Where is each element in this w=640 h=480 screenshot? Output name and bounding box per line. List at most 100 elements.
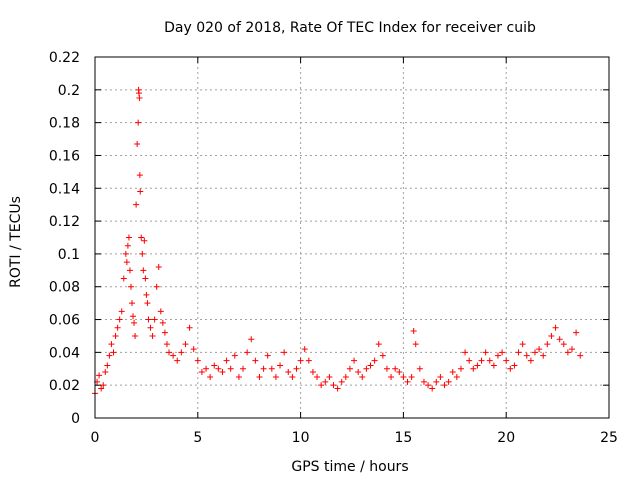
- data-point: [433, 378, 440, 385]
- data-point: [548, 332, 555, 339]
- data-point: [223, 357, 230, 364]
- data-point: [449, 369, 456, 376]
- data-point: [556, 336, 563, 343]
- x-axis-label: GPS time / hours: [291, 459, 408, 475]
- data-point: [123, 259, 130, 266]
- data-point: [367, 362, 374, 369]
- data-point: [129, 300, 136, 307]
- data-point: [359, 373, 366, 380]
- data-point: [142, 275, 149, 282]
- grid: [95, 57, 609, 418]
- data-point: [116, 316, 123, 323]
- data-point: [108, 341, 115, 348]
- y-axis-label: ROTI / TECUs: [8, 196, 24, 288]
- data-point: [544, 341, 551, 348]
- data-point: [126, 267, 133, 274]
- data-point: [149, 332, 156, 339]
- y-tick-label: 0: [71, 411, 80, 427]
- data-point: [453, 373, 460, 380]
- data-point: [342, 373, 349, 380]
- data-point: [281, 349, 288, 356]
- data-point: [110, 349, 117, 356]
- data-point: [131, 319, 138, 326]
- data-point: [272, 373, 279, 380]
- x-tick-label: 5: [193, 430, 202, 446]
- y-tick-label: 0.12: [49, 214, 80, 230]
- data-point: [482, 349, 489, 356]
- data-point: [564, 349, 571, 356]
- y-tick-label: 0.08: [49, 280, 80, 296]
- y-tick-label: 0.06: [49, 313, 80, 329]
- data-point: [388, 373, 395, 380]
- x-tick-label: 10: [292, 430, 310, 446]
- data-point: [240, 365, 247, 372]
- data-point: [486, 357, 493, 364]
- data-point: [573, 329, 580, 336]
- data-point: [143, 291, 150, 298]
- x-tick-label: 20: [497, 430, 515, 446]
- data-point: [383, 365, 390, 372]
- data-point: [531, 349, 538, 356]
- data-point: [140, 267, 147, 274]
- data-point: [186, 324, 193, 331]
- data-point: [301, 346, 308, 353]
- data-point: [134, 140, 141, 147]
- data-point: [392, 365, 399, 372]
- data-point: [194, 357, 201, 364]
- data-point: [104, 362, 111, 369]
- data-point: [252, 357, 259, 364]
- data-point: [227, 365, 234, 372]
- data-point: [198, 369, 205, 376]
- data-point: [462, 349, 469, 356]
- x-tick-label: 0: [91, 430, 100, 446]
- data-point: [248, 336, 255, 343]
- data-point: [163, 341, 170, 348]
- y-tick-label: 0.2: [58, 83, 80, 99]
- data-point: [260, 365, 267, 372]
- data-point: [122, 250, 129, 257]
- data-point: [371, 357, 378, 364]
- data-point: [379, 352, 386, 359]
- data-point: [536, 346, 543, 353]
- data-point: [96, 372, 103, 379]
- data-point: [334, 385, 341, 392]
- y-tick-label: 0.02: [49, 378, 80, 394]
- data-point: [351, 357, 358, 364]
- data-point: [133, 201, 140, 208]
- data-point: [466, 357, 473, 364]
- data-point: [552, 324, 559, 331]
- data-point: [318, 382, 325, 389]
- data-point: [412, 341, 419, 348]
- data-point: [355, 369, 362, 376]
- data-point: [396, 369, 403, 376]
- y-tick-label: 0.14: [49, 181, 80, 197]
- data-point: [346, 365, 353, 372]
- data-point: [363, 365, 370, 372]
- data-point: [326, 373, 333, 380]
- data-point: [219, 369, 226, 376]
- data-point: [118, 308, 125, 315]
- data-point: [203, 365, 210, 372]
- data-point: [527, 357, 534, 364]
- data-point: [338, 378, 345, 385]
- data-point: [499, 349, 506, 356]
- data-point: [408, 373, 415, 380]
- data-point: [277, 362, 284, 369]
- data-point: [445, 378, 452, 385]
- data-point: [132, 332, 139, 339]
- data-point: [322, 378, 329, 385]
- data-point: [147, 324, 154, 331]
- data-points: [92, 86, 584, 397]
- data-point: [207, 373, 214, 380]
- data-point: [139, 250, 146, 257]
- data-point: [297, 357, 304, 364]
- data-point: [120, 275, 127, 282]
- data-point: [429, 385, 436, 392]
- data-point: [182, 341, 189, 348]
- data-point: [166, 349, 173, 356]
- y-tick-label: 0.16: [49, 148, 80, 164]
- axis-ticks: 0 5 10 15 20 25 0 0.02 0.04 0.06 0.08 0.1 0.12 0.14 0.…: [49, 50, 618, 446]
- y-tick-label: 0.18: [49, 116, 80, 132]
- data-point: [130, 313, 137, 320]
